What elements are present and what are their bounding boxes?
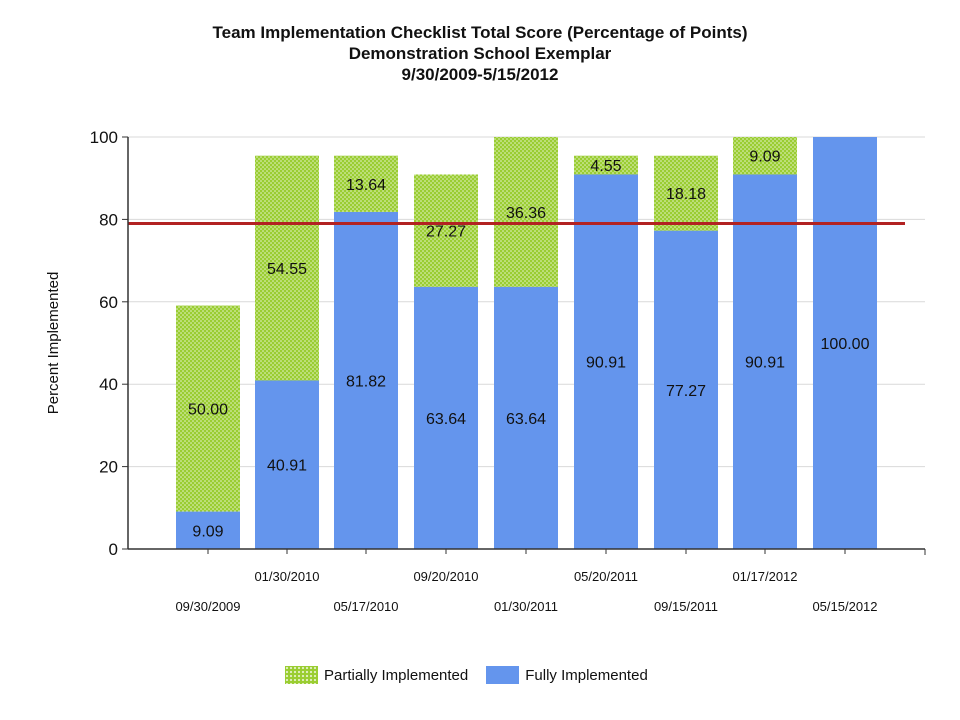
bar-fully-implemented — [733, 174, 797, 549]
bar-partially-implemented — [494, 137, 558, 287]
bar-partially-implemented — [334, 155, 398, 212]
x-tick-label: 05/15/2012 — [812, 599, 877, 614]
data-label-fully: 100.00 — [821, 336, 870, 353]
data-label-fully: 9.09 — [192, 523, 223, 540]
bar-partially-implemented — [255, 155, 319, 381]
bar-fully-implemented — [255, 380, 319, 549]
data-label-partially: 4.55 — [590, 158, 621, 175]
title-line-2: Demonstration School Exemplar — [348, 44, 612, 63]
x-tick-label: 01/30/2011 — [494, 599, 558, 614]
data-label-fully: 63.64 — [506, 411, 546, 428]
bar-fully-implemented — [813, 137, 877, 549]
data-label-fully: 63.64 — [426, 411, 466, 428]
x-tick-label: 09/30/2009 — [175, 599, 240, 614]
bar-fully-implemented — [494, 286, 558, 549]
data-label-fully: 40.91 — [267, 458, 307, 475]
bar-fully-implemented — [176, 511, 240, 549]
x-tick-label: 09/20/2010 — [413, 569, 478, 584]
bar-fully-implemented — [574, 174, 638, 549]
data-label-partially: 18.18 — [666, 186, 706, 203]
legend-item-partial: Partially Implemented — [285, 666, 468, 684]
bar-fully-implemented — [414, 286, 478, 549]
title-line-1: Team Implementation Checklist Total Scor… — [212, 23, 748, 42]
bar-partially-implemented — [176, 305, 240, 512]
data-label-fully: 81.82 — [346, 373, 386, 390]
data-label-partially: 54.55 — [267, 261, 307, 278]
legend-label-full: Fully Implemented — [525, 666, 648, 684]
y-tick-label: 60 — [99, 293, 118, 312]
bar-partially-implemented — [733, 137, 797, 175]
data-label-fully: 90.91 — [745, 355, 785, 372]
chart-legend: Partially Implemented Fully Implemented — [285, 664, 666, 686]
chart-title: Team Implementation Checklist Total Scor… — [0, 22, 960, 85]
legend-swatch-full — [486, 666, 520, 684]
x-tick-label: 01/30/2010 — [254, 569, 319, 584]
title-line-3: 9/30/2009-5/15/2012 — [401, 65, 559, 84]
data-label-partially: 9.09 — [749, 149, 780, 166]
y-tick-label: 0 — [109, 540, 118, 559]
data-label-fully: 90.91 — [586, 355, 626, 372]
data-label-partially: 13.64 — [346, 177, 386, 194]
data-label-fully: 77.27 — [666, 383, 706, 400]
data-label-partially: 27.27 — [426, 224, 466, 241]
y-tick-label: 80 — [99, 210, 118, 229]
legend-item-full: Fully Implemented — [486, 666, 648, 684]
y-tick-label: 20 — [99, 458, 118, 477]
data-label-partially: 36.36 — [506, 205, 546, 222]
y-tick-label: 100 — [90, 128, 118, 147]
x-tick-label: 05/20/2011 — [574, 569, 638, 584]
x-tick-label: 09/15/2011 — [654, 599, 718, 614]
bar-partially-implemented — [574, 155, 638, 175]
legend-label-partial: Partially Implemented — [324, 666, 469, 684]
data-label-partially: 50.00 — [188, 402, 228, 419]
bar-fully-implemented — [654, 230, 718, 550]
bar-partially-implemented — [654, 155, 718, 231]
y-tick-label: 40 — [99, 375, 118, 394]
x-tick-label: 01/17/2012 — [732, 569, 797, 584]
bar-partially-implemented — [414, 174, 478, 287]
y-axis-title: Percent Implemented — [45, 272, 62, 415]
x-tick-label: 05/17/2010 — [333, 599, 398, 614]
bar-fully-implemented — [334, 211, 398, 549]
legend-swatch-partial — [285, 666, 318, 684]
